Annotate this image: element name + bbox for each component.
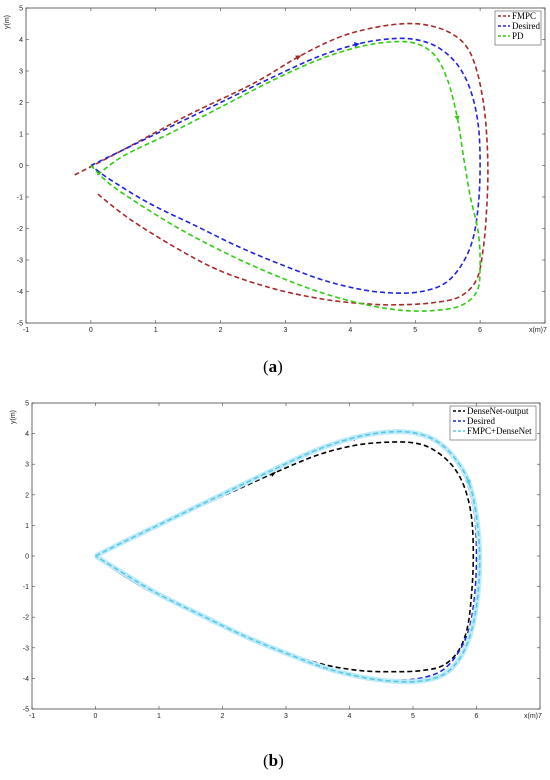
x-tick-label: 3 [284,713,288,720]
y-tick-label: -2 [17,226,23,233]
series-glow-2 [94,429,483,685]
x-axis-label: x(m) [524,713,538,720]
y-tick-label: 4 [25,431,29,438]
chart-panel-b: -1 0 1 2 3 4 5 6 7 -5 -4 -3 -2 -1 0 1 2 3 4 5 x(m) y(m) DenseN… [10,401,542,721]
x-axis-label: x(m) [529,327,543,334]
direction-arrow [465,479,471,486]
x-tick-label: 2 [221,713,225,720]
y-tick-label: -5 [23,707,29,714]
y-tick-label: 0 [25,554,29,561]
y-tick-label: 3 [19,69,23,76]
plot-frame [31,402,541,710]
x-tick-label: 2 [219,327,223,334]
x-tick-label: -1 [29,713,35,720]
series-line-fmpc-densenet [95,430,481,683]
x-tick-label: 5 [411,713,415,720]
x-tick-label: 5 [413,327,417,334]
legend-label: FMPC+DenseNet [467,426,532,436]
caption-b: (b) [263,751,284,770]
x-tick-label: 1 [157,713,161,720]
series-line-pd [90,40,481,312]
legend-label: PD [512,31,524,41]
y-tick-label: 1 [19,132,23,139]
x-tick-label: 7 [538,713,542,720]
direction-arrow [454,115,460,122]
series-line-fmpc [74,22,489,306]
x-tick-label: 7 [543,327,547,334]
series-line-desired [95,431,478,681]
chart-panel-a: -1 0 1 2 3 4 5 6 7 -5 -4 -3 -2 -1 0 1 2 3 4 5 x(m) y(m) FMPCDe… [4,6,547,335]
y-tick-label: 2 [19,100,23,107]
y-tick-label: 3 [25,462,29,469]
legend-label: Desired [512,21,540,31]
y-tick-label: -5 [17,321,23,328]
x-tick-label: 3 [284,327,288,334]
y-axis-label: y(m) [4,15,11,29]
series-line-desired [90,37,481,294]
x-tick-label: 4 [348,327,352,334]
legend-label: DenseNet-output [467,406,529,416]
series-line-densenet-output [95,441,475,673]
plot-frame [25,7,546,324]
legend-label: FMPC [512,11,536,21]
y-tick-label: -3 [23,645,29,652]
y-tick-label: -1 [23,584,29,591]
y-tick-label: -1 [17,195,23,202]
x-tick-label: -1 [23,327,29,334]
y-tick-label: 1 [25,523,29,530]
y-tick-label: -4 [17,289,23,296]
legend-label: Desired [467,416,495,426]
y-tick-label: -3 [17,258,23,265]
x-tick-label: 4 [348,713,352,720]
y-tick-label: 5 [19,6,23,13]
y-axis-label: y(m) [10,410,17,424]
direction-arrow [354,42,360,48]
x-tick-label: 0 [89,327,93,334]
y-tick-label: 4 [19,37,23,44]
direction-arrow [295,55,302,61]
caption-a: (a) [263,357,283,376]
y-tick-label: 2 [25,492,29,499]
x-tick-label: 1 [154,327,158,334]
y-tick-label: 0 [19,163,23,170]
legend-box [494,10,542,46]
y-tick-label: 5 [25,401,29,408]
x-tick-label: 0 [94,713,98,720]
y-tick-label: -2 [23,615,29,622]
x-tick-label: 6 [478,327,482,334]
y-tick-label: -4 [23,676,29,683]
x-tick-label: 6 [475,713,479,720]
